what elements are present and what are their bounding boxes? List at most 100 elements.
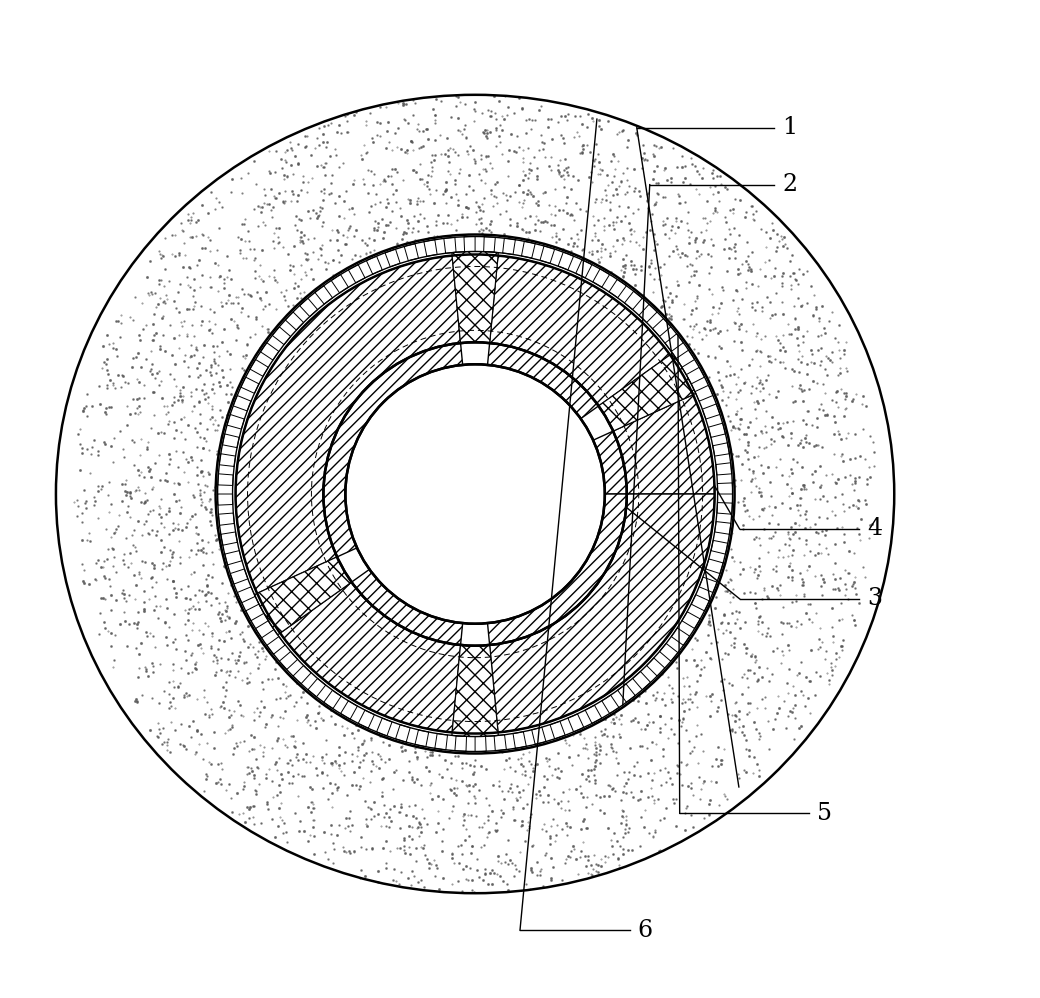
Text: 2: 2 — [782, 173, 798, 197]
Polygon shape — [513, 732, 526, 748]
Polygon shape — [692, 595, 709, 611]
Polygon shape — [632, 672, 651, 690]
Text: 3: 3 — [867, 587, 882, 611]
Polygon shape — [593, 431, 627, 494]
Polygon shape — [340, 701, 358, 720]
Polygon shape — [714, 522, 731, 534]
Polygon shape — [451, 645, 498, 737]
Polygon shape — [490, 255, 670, 406]
Polygon shape — [223, 434, 239, 448]
Polygon shape — [285, 312, 304, 330]
Polygon shape — [315, 285, 333, 304]
Polygon shape — [531, 728, 546, 745]
Polygon shape — [272, 326, 291, 344]
Polygon shape — [241, 377, 259, 393]
Polygon shape — [233, 395, 251, 411]
Polygon shape — [614, 394, 714, 494]
Polygon shape — [682, 612, 700, 629]
Polygon shape — [586, 706, 602, 724]
Polygon shape — [366, 256, 383, 274]
Polygon shape — [647, 658, 665, 676]
Polygon shape — [695, 385, 713, 401]
Polygon shape — [464, 237, 475, 251]
Polygon shape — [435, 734, 447, 749]
Polygon shape — [711, 540, 728, 554]
Polygon shape — [250, 359, 268, 376]
Polygon shape — [323, 343, 463, 557]
Polygon shape — [521, 242, 536, 258]
Polygon shape — [300, 298, 317, 316]
Polygon shape — [550, 722, 565, 739]
Polygon shape — [502, 239, 516, 254]
Polygon shape — [718, 483, 732, 494]
Polygon shape — [217, 494, 233, 505]
Circle shape — [215, 235, 734, 753]
Polygon shape — [484, 237, 495, 252]
Polygon shape — [488, 494, 627, 645]
Polygon shape — [712, 443, 729, 456]
Polygon shape — [424, 240, 437, 256]
Polygon shape — [475, 737, 487, 751]
Polygon shape — [602, 696, 619, 714]
Polygon shape — [676, 350, 695, 367]
Polygon shape — [415, 730, 428, 747]
Polygon shape — [624, 291, 643, 309]
Polygon shape — [218, 513, 234, 525]
Polygon shape — [358, 711, 374, 729]
Polygon shape — [665, 333, 683, 351]
Polygon shape — [618, 684, 635, 703]
Polygon shape — [385, 250, 400, 266]
Polygon shape — [405, 244, 418, 260]
Polygon shape — [494, 735, 506, 750]
Polygon shape — [245, 604, 264, 621]
Polygon shape — [652, 318, 671, 336]
Polygon shape — [237, 587, 255, 603]
Polygon shape — [280, 582, 461, 733]
Polygon shape — [451, 251, 498, 343]
Polygon shape — [490, 494, 714, 733]
Polygon shape — [702, 404, 720, 419]
Polygon shape — [639, 304, 657, 322]
Polygon shape — [220, 532, 237, 545]
Polygon shape — [236, 255, 461, 594]
Polygon shape — [454, 736, 467, 751]
Polygon shape — [217, 474, 233, 485]
Polygon shape — [708, 423, 726, 437]
Polygon shape — [230, 569, 248, 584]
Polygon shape — [352, 569, 463, 645]
Polygon shape — [267, 637, 285, 655]
Polygon shape — [225, 551, 242, 565]
Polygon shape — [376, 719, 392, 736]
Text: 6: 6 — [638, 918, 653, 942]
Polygon shape — [699, 577, 717, 593]
Polygon shape — [686, 367, 704, 384]
Text: 1: 1 — [782, 116, 798, 140]
Polygon shape — [308, 679, 326, 697]
Polygon shape — [280, 652, 297, 670]
Polygon shape — [331, 274, 348, 292]
Polygon shape — [576, 259, 592, 277]
Polygon shape — [444, 238, 457, 253]
Polygon shape — [593, 268, 609, 287]
Polygon shape — [260, 342, 279, 360]
Text: 5: 5 — [817, 801, 832, 825]
Polygon shape — [717, 503, 732, 514]
Polygon shape — [599, 353, 696, 431]
Circle shape — [345, 364, 605, 624]
Polygon shape — [227, 414, 244, 429]
Polygon shape — [671, 628, 690, 646]
Polygon shape — [488, 343, 599, 419]
Ellipse shape — [56, 95, 894, 893]
Polygon shape — [558, 252, 574, 269]
Text: 4: 4 — [867, 517, 882, 541]
Polygon shape — [323, 691, 341, 709]
Polygon shape — [256, 621, 274, 638]
Polygon shape — [540, 246, 554, 263]
Polygon shape — [255, 557, 352, 635]
Polygon shape — [348, 264, 365, 282]
Polygon shape — [706, 559, 723, 574]
Polygon shape — [716, 463, 732, 475]
Polygon shape — [293, 666, 311, 684]
Polygon shape — [395, 725, 410, 743]
Polygon shape — [609, 279, 626, 297]
